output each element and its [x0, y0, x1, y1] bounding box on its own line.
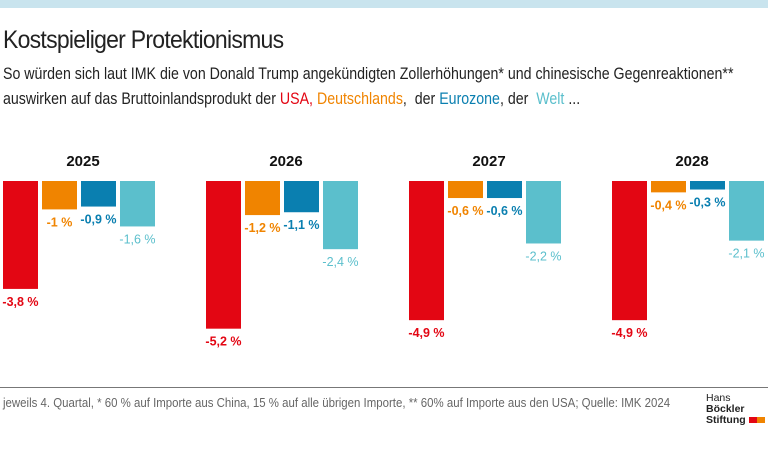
data-label: -4,9 %	[611, 326, 647, 340]
legend-de: Deutschlands	[316, 90, 403, 108]
top-bar	[0, 0, 768, 8]
year-label: 2026	[269, 153, 302, 170]
divider	[0, 387, 768, 388]
bar-welt	[729, 181, 764, 241]
subtitle-sep: , der	[402, 90, 440, 108]
data-label: -1 %	[47, 215, 73, 229]
data-label: -2,4 %	[322, 255, 358, 269]
data-label: -0,3 %	[689, 196, 725, 210]
data-label: -1,2 %	[244, 221, 280, 235]
data-label: -0,6 %	[486, 204, 522, 218]
year-label: 2025	[66, 153, 99, 170]
bar-deutschland	[245, 181, 280, 216]
subtitle-suffix: ...	[564, 90, 581, 108]
data-label: -0,9 %	[80, 213, 116, 227]
bar-deutschland	[651, 181, 686, 193]
bar-welt	[323, 181, 358, 250]
chart-title: Kostspieliger Protektionismus	[3, 26, 284, 54]
logo: Hans Böckler Stiftung	[706, 393, 768, 426]
bar-chart: 2025 -3,8 % -1 % -0,9 %-1,6 % 2026 -5,2 % -1,2…	[2, 153, 764, 349]
bar-deutschland	[42, 181, 77, 210]
year-label: 2028	[675, 153, 708, 170]
bar-eurozone	[284, 181, 319, 213]
subtitle-sep: , der	[499, 90, 533, 108]
data-label: -4,9 %	[408, 326, 444, 340]
data-label: -0,6 %	[447, 204, 483, 218]
data-label: -1,1 %	[283, 218, 319, 232]
legend-world: Welt	[536, 90, 565, 108]
legend-ez: Eurozone	[439, 90, 500, 108]
subtitle-line2: auswirken auf das Bruttoinlandsprodukt d…	[3, 87, 733, 112]
bar-usa	[3, 181, 38, 289]
data-label: -0,4 %	[650, 198, 686, 212]
bar-welt	[526, 181, 561, 244]
subtitle-text: auswirken auf das Bruttoinlandsprodukt d…	[3, 90, 280, 108]
bar-deutschland	[448, 181, 483, 199]
data-label: -2,1 %	[728, 247, 764, 261]
bar-eurozone	[487, 181, 522, 199]
bar-usa	[409, 181, 444, 321]
data-label: -3,8 %	[2, 295, 38, 309]
bar-usa	[612, 181, 647, 321]
subtitle-line1: So würden sich laut IMK die von Donald T…	[3, 65, 734, 83]
chart-subtitle: So würden sich laut IMK die von Donald T…	[3, 62, 733, 112]
data-label: -2,2 %	[525, 249, 561, 263]
bar-eurozone	[690, 181, 725, 190]
year-label: 2027	[472, 153, 505, 170]
data-label: -5,2 %	[205, 335, 241, 349]
data-label: -1,6 %	[119, 232, 155, 246]
footnote: jeweils 4. Quartal, * 60 % auf Importe a…	[3, 395, 671, 410]
bar-welt	[120, 181, 155, 227]
bar-eurozone	[81, 181, 116, 207]
bar-usa	[206, 181, 241, 329]
legend-usa: USA,	[279, 90, 313, 108]
